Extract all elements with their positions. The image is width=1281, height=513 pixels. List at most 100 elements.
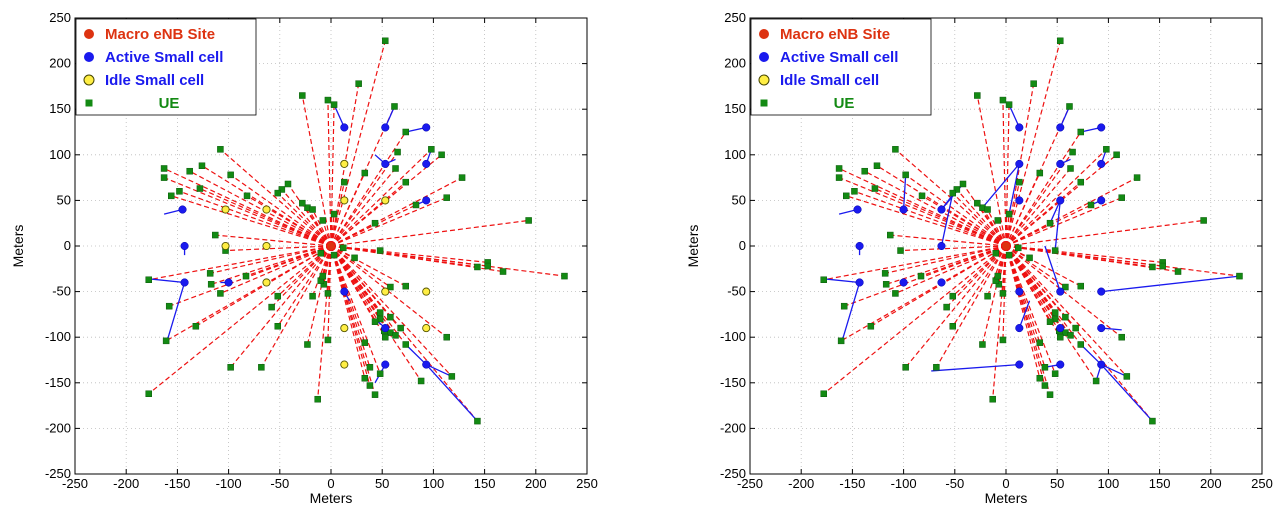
macro-link-line <box>1005 245 1046 386</box>
ue-marker <box>1026 254 1033 262</box>
ue-marker <box>392 332 399 339</box>
macro-link-line <box>330 177 463 247</box>
small-cell-link-line <box>940 192 954 247</box>
ue-marker <box>1118 333 1125 341</box>
ue-marker <box>351 254 358 262</box>
small-cell-link-line <box>981 163 1020 209</box>
macro-link-line <box>952 245 1007 327</box>
macro-link-line <box>330 148 432 247</box>
macro-link-line <box>1005 245 1051 395</box>
ue-marker <box>974 199 981 207</box>
ue-marker <box>1236 272 1243 280</box>
ue-marker <box>882 281 890 288</box>
ue-marker <box>145 390 152 397</box>
chart-2: -250 -200 -150 -100 -50 0 50 100 150 200 250 -250 -2… <box>685 10 1273 506</box>
macro-link-line <box>846 195 1007 247</box>
legend-marker-0 <box>84 29 94 39</box>
macro-link-line <box>1005 245 1066 288</box>
y-tick-label: -250 <box>720 466 746 481</box>
y-tick-label: -150 <box>45 375 71 390</box>
ue-marker <box>1077 128 1085 136</box>
macro-link-line <box>1005 104 1010 247</box>
y-tick-label: 0 <box>64 238 71 253</box>
macro-link-line <box>1005 245 1153 422</box>
macro-link-line <box>843 245 1007 307</box>
x-tick-label: 50 <box>375 476 389 491</box>
active-small-cell-marker <box>1015 287 1024 296</box>
active-small-cell-marker <box>937 205 946 214</box>
ue-marker <box>268 303 275 311</box>
ue-marker <box>887 231 894 239</box>
ue-marker <box>319 272 327 280</box>
macro-link-line <box>220 245 332 294</box>
macro-link-line <box>330 245 376 395</box>
ue-marker <box>1072 324 1079 332</box>
macro-link-line <box>885 245 1007 274</box>
small-cell-link-line <box>425 363 453 378</box>
x-tick-label: -100 <box>216 476 242 491</box>
macro-link-line <box>1005 181 1082 247</box>
ue-marker <box>376 309 384 316</box>
ue-marker <box>1077 178 1085 186</box>
ue-marker <box>881 270 889 277</box>
legend-marker-idle <box>83 74 95 86</box>
macro-link-line <box>330 197 447 247</box>
x-tick-label: -50 <box>270 476 289 491</box>
legend: Macro eNB Site Active Small cell Idle Smal… <box>750 18 932 116</box>
macro-link-line <box>148 245 332 395</box>
active-small-cell-marker <box>1056 287 1065 296</box>
ue-marker <box>835 174 843 181</box>
idle-small-cell-marker <box>381 287 390 296</box>
small-cell-link-line <box>841 282 861 342</box>
macro-link-line <box>1005 245 1041 379</box>
active-small-cell-marker <box>381 324 390 333</box>
x-tick-label: 200 <box>525 476 547 491</box>
ue-marker <box>196 185 204 192</box>
small-cell-link-line <box>405 344 427 366</box>
macro-link-line <box>1005 219 1204 247</box>
ue-marker <box>1057 333 1064 341</box>
ue-marker <box>1092 377 1100 385</box>
active-small-cell-marker <box>422 159 431 168</box>
ue-marker <box>1069 148 1076 156</box>
ue-marker <box>484 262 491 270</box>
ue-marker <box>820 276 827 283</box>
ue-marker <box>1067 332 1074 339</box>
ue-marker <box>186 167 193 175</box>
ue-marker <box>959 180 967 188</box>
legend-label: Macro eNB Site <box>105 26 215 43</box>
active-small-cell-marker <box>422 196 431 205</box>
legend-marker-1 <box>84 52 94 62</box>
active-small-cell-marker <box>1097 159 1106 168</box>
small-cell-link-line <box>1101 275 1240 293</box>
macro-link-line <box>230 245 332 368</box>
ue-marker <box>979 341 986 348</box>
ue-marker <box>392 165 399 172</box>
ue-marker <box>299 199 306 207</box>
active-small-cell-marker <box>224 278 233 287</box>
ue-marker <box>371 219 379 227</box>
active-small-cell-marker <box>340 123 349 132</box>
active-small-cell-marker <box>381 159 390 168</box>
macro-link-line <box>838 177 1007 247</box>
macro-link-line <box>322 220 332 247</box>
ue-marker <box>402 178 410 186</box>
macro-link-line <box>1005 245 1082 287</box>
ue-marker <box>1051 247 1059 254</box>
ue-marker <box>387 313 394 321</box>
macro-link-line <box>330 245 453 377</box>
legend-label: UE <box>159 95 180 112</box>
macro-link-line <box>246 195 332 247</box>
macro-link-line <box>330 182 345 247</box>
macro-link-line <box>1005 245 1128 377</box>
active-small-cell-marker <box>180 278 189 287</box>
ue-marker <box>499 268 507 275</box>
y-tick-label: 50 <box>732 192 746 207</box>
macro-link-line <box>168 245 332 307</box>
small-cell-link-line <box>1044 245 1061 292</box>
active-small-cell-marker <box>1015 196 1024 205</box>
ue-marker <box>309 206 316 213</box>
macro-link-line <box>179 190 332 247</box>
x-tick-label: 250 <box>1251 476 1273 491</box>
ue-marker <box>145 276 152 283</box>
